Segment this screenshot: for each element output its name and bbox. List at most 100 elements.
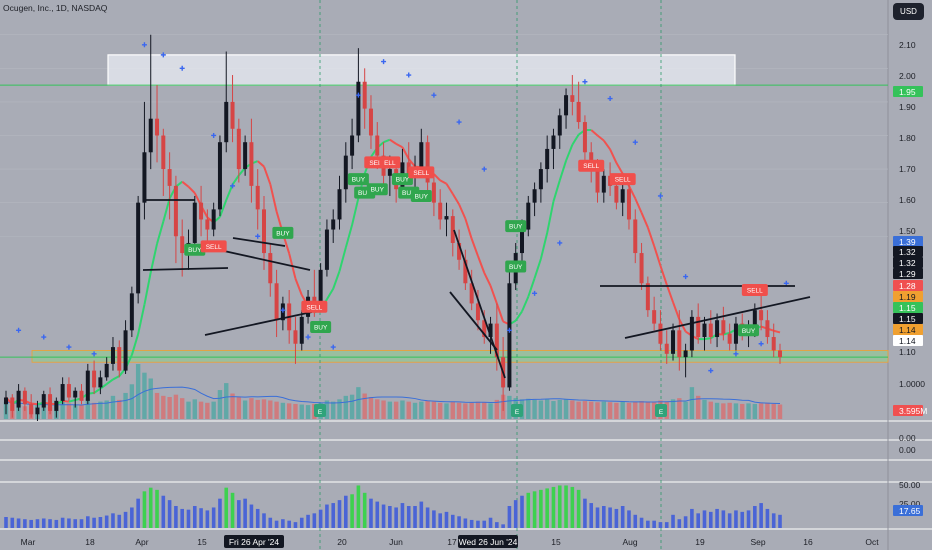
time-axis-label: 16 xyxy=(803,537,813,547)
candle-body xyxy=(230,101,235,129)
candle-body xyxy=(324,229,329,270)
candle-body xyxy=(564,95,569,116)
candle-body xyxy=(161,135,166,170)
volume-bar xyxy=(538,400,544,419)
rsi-bar xyxy=(708,511,713,528)
candle-body xyxy=(702,323,707,338)
candle-body xyxy=(387,169,392,176)
volume-bar xyxy=(695,395,701,419)
volume-bar xyxy=(349,394,355,419)
candle-body xyxy=(696,316,701,338)
pane4-tick: 25.00 xyxy=(899,499,921,509)
moving-average-segment xyxy=(62,399,70,403)
rsi-bar xyxy=(457,516,461,528)
volume-bar xyxy=(614,402,619,419)
volume-bar xyxy=(173,394,179,419)
volume-bar xyxy=(211,401,216,419)
signal-box xyxy=(410,189,432,202)
moving-average-segment xyxy=(477,255,486,274)
rsi-bar xyxy=(746,510,751,528)
volume-bar xyxy=(708,401,713,419)
rsi-bar xyxy=(545,488,549,528)
buy-signal: BUY xyxy=(272,226,294,239)
volume-bar xyxy=(22,406,28,419)
moving-average-segment xyxy=(231,174,240,186)
buy-signal: BUY xyxy=(310,320,332,333)
signal-label: SELL xyxy=(206,244,222,251)
volume-bar xyxy=(66,403,72,419)
volume-bar xyxy=(249,398,254,419)
candle-body xyxy=(4,397,8,405)
rsi-bar xyxy=(205,510,210,528)
volume-bar xyxy=(563,399,569,419)
moving-average-segment xyxy=(470,238,479,257)
signal-label: SELL xyxy=(615,177,631,184)
candle-body xyxy=(576,101,581,123)
sar-cross xyxy=(305,334,311,340)
candle-body xyxy=(35,407,40,415)
rsi-bar xyxy=(98,517,103,528)
candle-body xyxy=(123,330,128,371)
trend-line xyxy=(453,229,506,379)
signal-label: BUY xyxy=(415,193,429,200)
sar-cross xyxy=(330,344,336,350)
signal-label: BUY xyxy=(742,328,756,335)
candle-body xyxy=(526,202,531,230)
candle-body xyxy=(211,209,216,230)
candle-body xyxy=(545,148,550,170)
buy-signal: BUY xyxy=(366,183,388,196)
volume-bar xyxy=(607,402,613,419)
price-badge-label: 1.29 xyxy=(899,269,916,279)
rsi-bar xyxy=(639,517,644,528)
candle-body xyxy=(155,118,160,136)
sar-cross xyxy=(355,92,361,98)
buy-signal: BUY xyxy=(505,260,527,273)
moving-average-segment xyxy=(773,329,781,334)
volume-bar xyxy=(557,399,562,419)
volume-bar xyxy=(337,399,342,419)
candle-body xyxy=(419,142,424,170)
rsi-bar xyxy=(671,514,675,528)
currency-button[interactable]: USD xyxy=(893,3,924,20)
sar-cross xyxy=(607,96,613,102)
rsi-bar xyxy=(86,516,90,528)
rsi-bar xyxy=(130,507,134,528)
sar-cross xyxy=(481,166,487,172)
rsi-bar xyxy=(337,500,342,528)
rsi-bar xyxy=(211,507,216,528)
candle-body xyxy=(268,253,273,284)
moving-average-segment xyxy=(294,278,303,296)
moving-average-segment xyxy=(439,179,447,185)
volume-bar xyxy=(167,397,172,419)
moving-average-segment xyxy=(646,227,656,247)
candle-body xyxy=(274,283,279,321)
rsi-bar xyxy=(570,486,575,528)
volume-bar xyxy=(331,401,336,419)
signal-box xyxy=(301,300,328,313)
rsi-bar xyxy=(136,498,140,528)
candle-body xyxy=(255,185,260,210)
sar-cross xyxy=(532,290,538,296)
price-badge-label: 1.95 xyxy=(899,87,916,97)
rsi-bar xyxy=(400,503,405,528)
rsi-bar xyxy=(646,520,650,528)
rsi-bar xyxy=(123,511,128,528)
candle-body xyxy=(457,242,462,260)
moving-average-segment xyxy=(137,304,146,335)
sar-cross xyxy=(66,344,72,350)
moving-average-segment xyxy=(130,333,140,356)
candle-body xyxy=(205,219,210,230)
rsi-bar xyxy=(23,519,27,528)
trend-line xyxy=(204,311,313,336)
candle-body xyxy=(582,122,587,153)
candle-body xyxy=(444,216,449,220)
volume-bar xyxy=(362,393,367,419)
candle-body xyxy=(771,337,776,351)
rsi-bar xyxy=(243,498,247,528)
rsi-bar xyxy=(419,501,424,528)
rsi-bar xyxy=(67,518,71,528)
candle-body xyxy=(66,384,71,398)
moving-average-segment xyxy=(659,265,668,285)
rsi-bar xyxy=(727,513,732,528)
